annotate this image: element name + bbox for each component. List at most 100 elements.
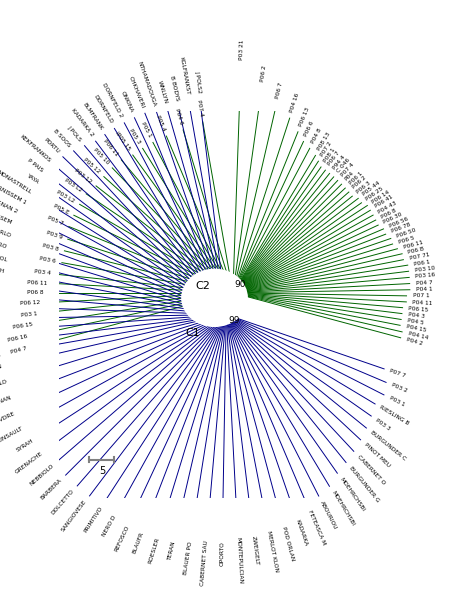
Text: IP05 15: IP05 15	[114, 131, 131, 151]
Text: P06 13: P06 13	[298, 107, 310, 127]
Text: P04 14: P04 14	[408, 331, 428, 340]
Text: P03 9: P03 9	[46, 230, 63, 239]
Text: KEKFRANKOS: KEKFRANKOS	[19, 134, 52, 163]
Text: TEMPRANILLO: TEMPRANILLO	[0, 379, 7, 396]
Text: MOURVDRE: MOURVDRE	[0, 411, 16, 430]
Text: BLAUFR: BLAUFR	[132, 531, 145, 555]
Text: P06 1: P06 1	[413, 259, 430, 267]
Text: P07 2: P07 2	[319, 140, 333, 157]
Text: B BODYS: B BODYS	[169, 75, 179, 101]
Text: P06 56: P06 56	[388, 216, 409, 229]
Text: P06 78: P06 78	[391, 223, 411, 235]
Text: MONASTRELL: MONASTRELL	[0, 169, 33, 195]
Text: P04 3: P04 3	[408, 312, 425, 319]
Text: P08 1: P08 1	[322, 147, 336, 163]
Text: CABERNET O: CABERNET O	[356, 454, 386, 485]
Text: P06 B: P06 B	[408, 246, 425, 255]
Text: C2: C2	[195, 281, 210, 291]
Text: BERNISSEM 1: BERNISSEM 1	[0, 182, 27, 206]
Text: LLELMS KOL: LLELMS KOL	[0, 248, 7, 262]
Text: NTHAMADOUGA: NTHAMADOUGA	[137, 61, 157, 107]
Text: 99: 99	[228, 316, 239, 325]
Text: P04 6: P04 6	[174, 107, 184, 125]
Text: BLMFRANK: BLMFRANK	[82, 102, 103, 131]
Text: P06 7: P06 7	[327, 151, 341, 167]
Text: 5: 5	[99, 466, 105, 476]
Text: B SOOS: B SOOS	[52, 128, 72, 148]
Text: BERNISSEM: BERNISSEM	[0, 207, 13, 226]
Text: WNLLYN: WNLLYN	[156, 80, 168, 104]
Text: P06 30: P06 30	[383, 212, 403, 225]
Text: P07 71: P07 71	[409, 252, 430, 261]
Text: P03 L2: P03 L2	[56, 189, 76, 203]
Text: KADARKA: KADARKA	[294, 519, 308, 546]
Text: P06 11: P06 11	[27, 280, 47, 286]
Text: KADARKA 2: KADARKA 2	[70, 108, 94, 138]
Text: CARIGNAN 2: CARIGNAN 2	[0, 194, 18, 215]
Text: DOLCETTO: DOLCETTO	[51, 489, 75, 516]
Text: BURGUNDER G: BURGUNDER G	[348, 466, 380, 504]
Text: P06 1: P06 1	[348, 171, 364, 186]
Text: MONTEPULCIAN: MONTEPULCIAN	[236, 537, 243, 584]
Text: CINSAULT: CINSAULT	[0, 425, 24, 444]
Text: J POLS2: J POLS2	[194, 71, 201, 93]
Text: P03 1: P03 1	[21, 311, 38, 318]
Text: ONKINA: ONKINA	[120, 90, 134, 113]
Text: P06 25: P06 25	[365, 186, 384, 201]
Text: MERLOT KLON: MERLOT KLON	[266, 530, 279, 572]
Text: REFOSCO: REFOSCO	[113, 525, 130, 552]
Text: P05 44: P05 44	[362, 180, 381, 197]
Text: P05 12: P05 12	[82, 157, 101, 174]
Text: P07 7: P07 7	[389, 368, 406, 379]
Text: DORNFELD: DORNFELD	[92, 94, 113, 125]
Text: GRENACHE: GRENACHE	[15, 451, 44, 475]
Text: MENCIN: MENCIN	[0, 364, 3, 374]
Text: ROESLER: ROESLER	[148, 537, 161, 564]
Text: P03 12: P03 12	[74, 168, 93, 184]
Text: P06 3: P06 3	[356, 180, 372, 194]
Text: BARBERA: BARBERA	[40, 478, 63, 500]
Text: P06 2: P06 2	[352, 175, 367, 190]
Text: P05 1: P05 1	[140, 121, 152, 138]
Text: P03 2: P03 2	[391, 382, 408, 394]
Text: P PAIS: P PAIS	[27, 158, 44, 173]
Text: P05 10: P05 10	[92, 147, 110, 165]
Text: ABOURIOU: ABOURIOU	[319, 500, 338, 531]
Text: P03 4: P03 4	[34, 270, 51, 276]
Text: CABERNET SAU: CABERNET SAU	[200, 540, 209, 586]
Text: C 046: C 046	[336, 158, 351, 174]
Text: PRIMITIVO: PRIMITIVO	[82, 506, 103, 534]
Text: P04 11: P04 11	[412, 300, 433, 306]
Text: BURGUNDER C: BURGUNDER C	[369, 430, 407, 461]
Text: P06 15: P06 15	[408, 306, 429, 312]
Text: P05 7: P05 7	[47, 216, 64, 227]
Text: P04 43: P04 43	[377, 200, 398, 215]
Text: ZWEIGELT: ZWEIGELT	[251, 535, 259, 566]
Text: P06 11: P06 11	[402, 239, 423, 250]
Text: P06 7: P06 7	[275, 81, 284, 99]
Text: SANGIOVESE: SANGIOVESE	[61, 499, 88, 533]
Text: P06 16: P06 16	[8, 334, 28, 343]
Text: NEBBIOLO: NEBBIOLO	[28, 463, 55, 487]
Text: P06 5: P06 5	[398, 235, 415, 245]
Text: P06 8: P06 8	[380, 207, 397, 219]
Text: P04 7: P04 7	[416, 280, 432, 286]
Text: P05 3: P05 3	[128, 128, 142, 145]
Text: P04 1: P04 1	[416, 287, 433, 292]
Text: P06 12: P06 12	[20, 300, 40, 306]
Text: FETEASCA M: FETEASCA M	[307, 510, 326, 546]
Text: P06 14: P06 14	[371, 189, 391, 204]
Text: TERAN: TERAN	[167, 541, 176, 561]
Text: P06 2: P06 2	[260, 65, 267, 82]
Text: P03 10: P03 10	[414, 265, 435, 273]
Text: DORNFELD 2: DORNFELD 2	[101, 83, 124, 119]
Text: P04 16: P04 16	[289, 92, 300, 113]
Text: P94 4: P94 4	[331, 154, 346, 170]
Text: P03 16: P03 16	[415, 273, 436, 279]
Text: P06 41: P06 41	[374, 195, 394, 209]
Text: RIESLING B: RIESLING B	[379, 405, 410, 426]
Text: P05 4: P05 4	[155, 114, 166, 131]
Text: J POLS: J POLS	[67, 125, 82, 143]
Text: P06 6: P06 6	[304, 120, 315, 137]
Text: BENIMAGRO: BENIMAGRO	[0, 235, 7, 250]
